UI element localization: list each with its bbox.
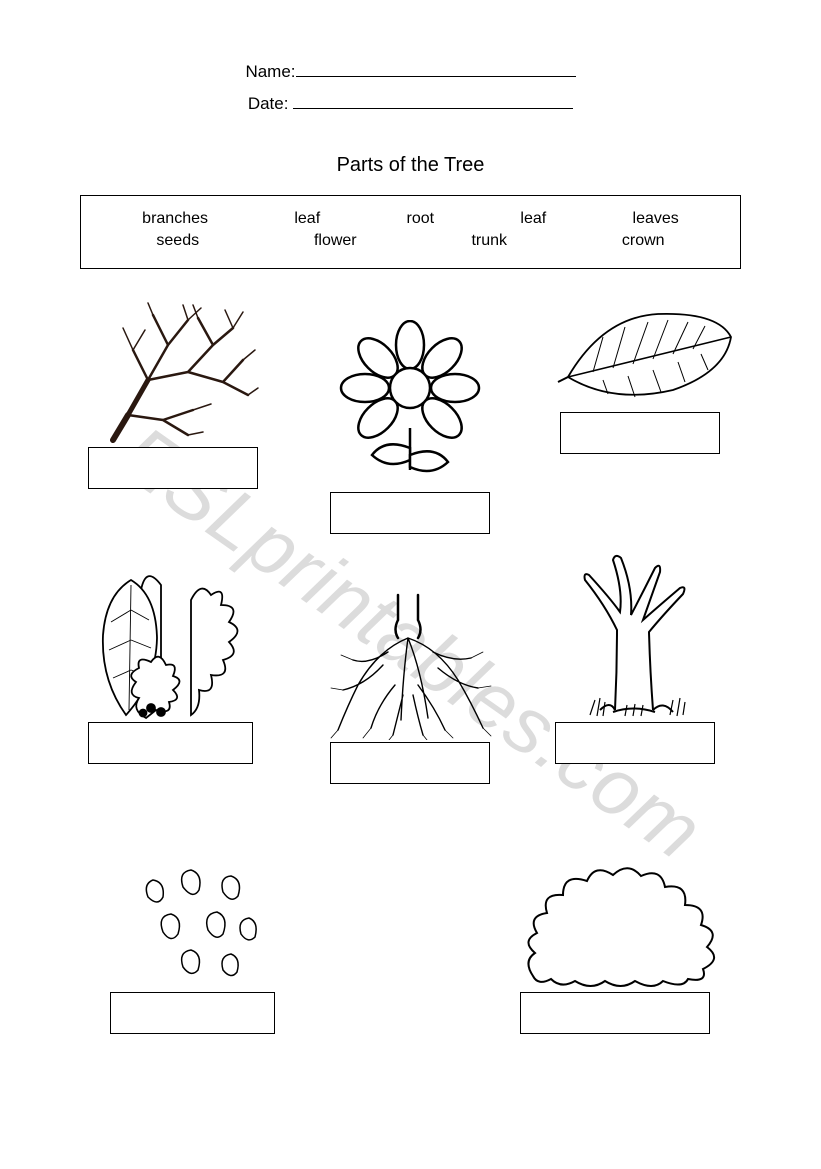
item-flower	[325, 317, 495, 534]
item-branches	[88, 297, 268, 489]
wb-word: root	[406, 210, 434, 228]
answer-box-leaf[interactable]	[560, 412, 720, 454]
date-label: Date:	[248, 94, 289, 113]
leaf-icon	[553, 302, 738, 407]
crown-icon	[513, 861, 728, 989]
seeds-icon	[123, 862, 268, 987]
answer-box-leaves[interactable]	[88, 722, 253, 764]
page-title: Parts of the Tree	[70, 154, 751, 177]
item-seeds	[120, 857, 275, 1034]
item-leaf	[550, 297, 740, 454]
wb-word: seeds	[156, 232, 199, 250]
answer-box-seeds[interactable]	[110, 992, 275, 1034]
wb-word: trunk	[471, 232, 507, 250]
answer-box-root[interactable]	[330, 742, 490, 784]
header-block: Name: Date:	[70, 60, 751, 114]
wb-word: leaf	[520, 210, 546, 228]
wb-word: leaves	[633, 210, 679, 228]
word-bank: branches leaf root leaf leaves seeds flo…	[80, 195, 741, 269]
wb-word: leaf	[294, 210, 320, 228]
branches-icon	[93, 300, 263, 445]
item-trunk	[550, 547, 720, 764]
wb-word: branches	[142, 210, 208, 228]
flower-icon	[330, 320, 490, 490]
name-label: Name:	[245, 62, 295, 81]
answer-box-trunk[interactable]	[555, 722, 715, 764]
item-root	[320, 587, 500, 784]
worksheet-grid	[70, 297, 751, 1117]
root-icon	[323, 590, 498, 740]
leaves-icon	[91, 550, 256, 720]
item-leaves	[88, 547, 258, 764]
item-crown	[510, 857, 730, 1034]
answer-box-crown[interactable]	[520, 992, 710, 1034]
name-blank[interactable]	[296, 60, 576, 77]
answer-box-branches[interactable]	[88, 447, 258, 489]
answer-box-flower[interactable]	[330, 492, 490, 534]
date-blank[interactable]	[293, 92, 573, 109]
trunk-icon	[555, 550, 715, 720]
wb-word: crown	[622, 232, 665, 250]
wb-word: flower	[314, 232, 357, 250]
